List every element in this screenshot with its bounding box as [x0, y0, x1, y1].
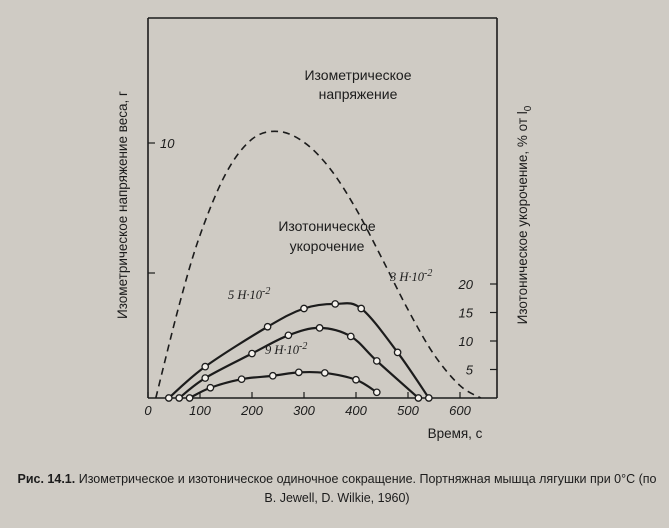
- data-point: [294, 368, 303, 377]
- right-tick-label: 5: [466, 363, 474, 378]
- x-tick-label: 0: [144, 403, 152, 418]
- x-tick-label: 600: [449, 403, 471, 418]
- chart-axes: [147, 17, 498, 399]
- isotonic-label-line1: Изотоническое: [278, 218, 376, 234]
- chart-labels: Изометрическое напряжение Изотоническое уко…: [115, 67, 534, 441]
- series-label: 5 H·10-2: [228, 286, 270, 302]
- x-tick-label: 200: [240, 403, 263, 418]
- isometric-label-line2: напряжение: [319, 86, 398, 102]
- x-axis-title: Время, с: [428, 426, 483, 441]
- data-point: [237, 375, 246, 384]
- data-point: [206, 383, 215, 392]
- data-point: [393, 348, 402, 357]
- series-label: 3 H·10-2: [389, 268, 432, 284]
- chart-ticks: 0 100 200 300 400 500 600 10 5 10 15 20: [144, 136, 497, 418]
- right-tick-label: 10: [459, 334, 474, 349]
- data-point: [284, 331, 293, 340]
- figure-caption: Рис. 14.1. Изометрическое и изотоническо…: [12, 470, 662, 508]
- isotonic-curve: [168, 302, 430, 399]
- series-label: 9 H·10-2: [265, 341, 307, 357]
- x-tick-label: 500: [397, 403, 419, 418]
- right-tick-label: 20: [458, 277, 474, 292]
- data-point: [268, 371, 277, 380]
- data-point: [175, 394, 184, 402]
- isometric-label-line1: Изометрическое: [304, 67, 411, 83]
- data-point: [248, 349, 256, 358]
- caption-label: Рис. 14.1.: [17, 472, 76, 486]
- chart-curves: [155, 130, 482, 402]
- isometric-tension-curve: [155, 130, 482, 399]
- left-tick-label: 10: [160, 136, 175, 151]
- figure: 0 100 200 300 400 500 600 10 5 10 15 20 Изометричес…: [115, 17, 534, 441]
- data-point: [201, 374, 210, 382]
- isotonic-curve: [189, 370, 378, 399]
- x-tick-label: 400: [345, 403, 367, 418]
- data-point: [372, 357, 381, 365]
- data-point: [164, 394, 173, 402]
- x-tick-label: 100: [189, 403, 211, 418]
- x-tick-label: 300: [293, 403, 315, 418]
- isotonic-label-line2: укорочение: [290, 238, 365, 254]
- data-point: [352, 375, 360, 384]
- data-point: [346, 332, 355, 341]
- data-point: [201, 362, 210, 371]
- left-axis-title: Изометрическое напряжение веса, г: [115, 91, 130, 319]
- data-point: [300, 304, 308, 313]
- right-axis-title: Изотоническое укорочение, % от l0: [515, 105, 534, 324]
- data-point: [185, 394, 194, 402]
- data-point: [414, 394, 423, 402]
- data-point: [320, 369, 329, 377]
- isotonic-curve: [178, 326, 420, 399]
- caption-text: Изометрическое и изотоническое одиночное…: [78, 472, 657, 505]
- data-point: [263, 322, 272, 331]
- data-point: [315, 324, 324, 332]
- right-tick-label: 15: [459, 306, 474, 321]
- data-point: [424, 394, 433, 402]
- data-point: [357, 304, 366, 313]
- data-point: [372, 388, 381, 397]
- data-point: [331, 300, 340, 308]
